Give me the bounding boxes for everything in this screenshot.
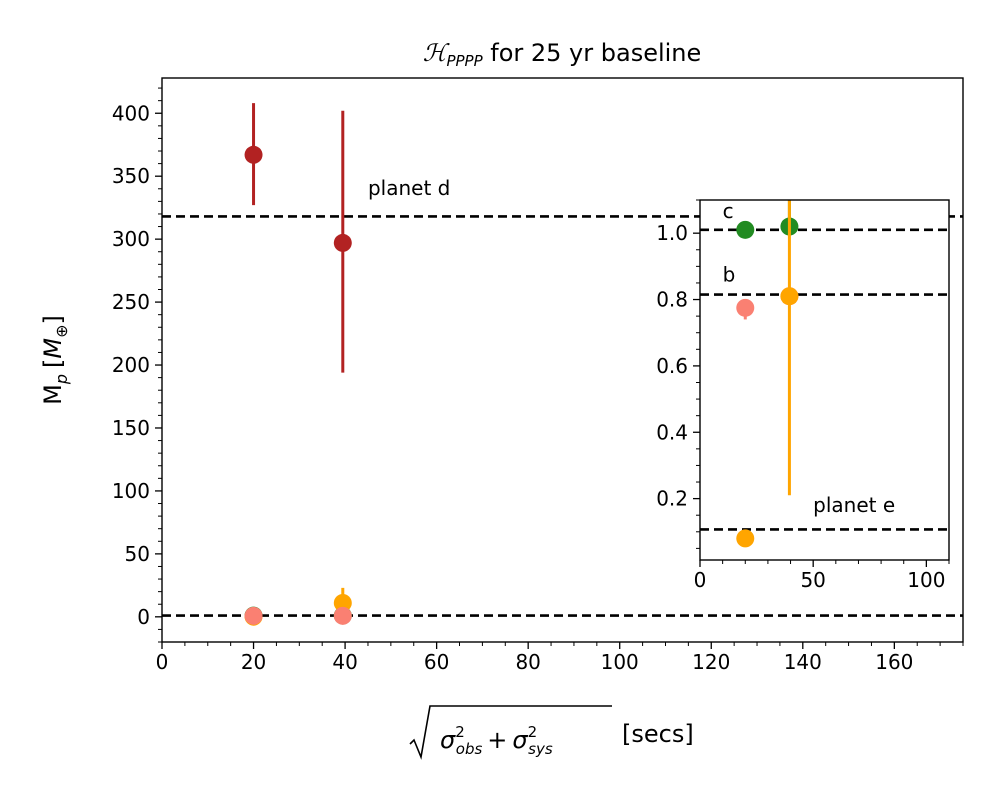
inset-x-tick-label: 50 [800,568,825,592]
inset-y-tick-label: 0.4 [656,420,688,444]
x-label-sigma2: σ [512,726,528,754]
x-label-plus: + [487,726,507,754]
x-label-radical [409,705,612,760]
x-label-suffix: [secs] [622,720,694,748]
title-suffix: for 25 yr baseline [483,39,702,67]
title-script-h: ℋ [423,39,450,67]
inset-data-point [736,529,755,548]
main-y-tick-label: 300 [112,227,150,251]
main-data-point [244,145,263,164]
inset-y-tick-label: 0.2 [656,487,688,511]
x-label-sup2: 2 [528,723,538,741]
main-axis-ticks: 0 20 40 60 80 100 120 140 160 0 50 100 150 200 250 300 3… [112,87,964,674]
main-x-tick-label: 20 [241,650,266,674]
inset-data-marks [736,200,799,548]
inset-y-tick-label: 0.6 [656,354,688,378]
inset-x-tick-label: 0 [694,568,707,592]
y-label-prefix: M [39,384,67,405]
x-label-sigma1: σ [440,726,456,754]
main-data-point [333,606,352,625]
main-data-point [333,233,352,252]
y-label-unit-open: [ [39,359,67,368]
main-y-tick-label: 150 [112,416,150,440]
inset-annotation: b [723,262,736,286]
main-data-marks [244,103,352,626]
inset-annotation: planet e [813,493,895,517]
y-label-sub: p [52,374,71,385]
inset-y-tick-label: 0.8 [656,288,688,312]
main-y-tick-label: 200 [112,353,150,377]
inset-x-tick-label: 100 [907,568,945,592]
main-x-tick-label: 60 [424,650,449,674]
y-label-unit-sub: ⊕ [52,325,71,338]
main-y-tick-label: 100 [112,479,150,503]
y-axis-label: Mp[M⊕] [39,315,71,405]
main-y-tick-label: 400 [112,101,150,125]
main-y-tick-label: 250 [112,290,150,314]
inset-annotations: c b planet e [723,199,896,517]
title-subscript: PPPP [446,52,483,70]
x-label-sub2: sys [528,740,553,758]
inset-data-point [736,220,755,239]
main-plot-frame [161,77,964,643]
inset-data-point [780,287,799,306]
x-axis-label: σ2 obs + σ2 sys [secs] [409,705,694,760]
main-y-tick-label: 350 [112,164,150,188]
main-y-tick-label: 50 [125,542,150,566]
inset-background [700,200,949,560]
inset-axis-ticks: 0 50 100 0.2 0.4 0.6 0.8 1.0 [656,199,950,592]
main-x-tick-label: 140 [784,650,822,674]
main-data-point [333,593,352,612]
main-y-tick-label: 0 [137,605,150,629]
inset-data-point [736,298,755,317]
main-reference-lines [162,215,963,617]
main-x-tick-label: 120 [692,650,730,674]
y-label-unit: M [39,338,67,359]
x-label-sub1: obs [456,740,483,758]
main-annotations: planet d [368,176,450,200]
main-x-tick-label: 0 [156,650,169,674]
main-x-tick-label: 100 [601,650,639,674]
inset-plot-frame [699,199,950,561]
y-label-unit-close: ] [39,315,67,324]
main-x-tick-label: 80 [515,650,540,674]
x-label-radicand: σ2 obs + σ2 sys [440,723,553,758]
main-annotation: planet d [368,176,450,200]
inset-annotation: c [723,199,734,223]
main-x-tick-label: 40 [332,650,357,674]
main-data-point [244,606,263,625]
main-x-tick-label: 160 [875,650,913,674]
chart-title: ℋPPPP for 25 yr baseline [423,39,702,70]
x-label-sup1: 2 [455,723,465,741]
inset-y-tick-label: 1.0 [656,221,688,245]
